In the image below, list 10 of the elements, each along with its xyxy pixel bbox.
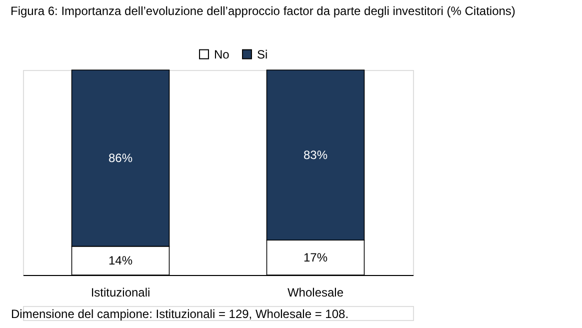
data-label: 86% (108, 151, 133, 166)
data-label: 14% (108, 254, 133, 268)
legend-label: No (214, 47, 230, 62)
chart-title: Figura 6: Importanza dell’evoluzione dell’approccio factor da parte degli investitori (% Citations) (10, 4, 516, 18)
x-tick-label: Wholesale (287, 286, 344, 300)
data-label: 83% (303, 148, 328, 162)
text: Dimensione del campione: Istituzionali = 129, Wholesale = 108. (11, 307, 349, 321)
legend-label: Si (257, 47, 268, 62)
data-label: 17% (303, 250, 328, 265)
x-tick-label: Istituzionali (90, 286, 150, 300)
